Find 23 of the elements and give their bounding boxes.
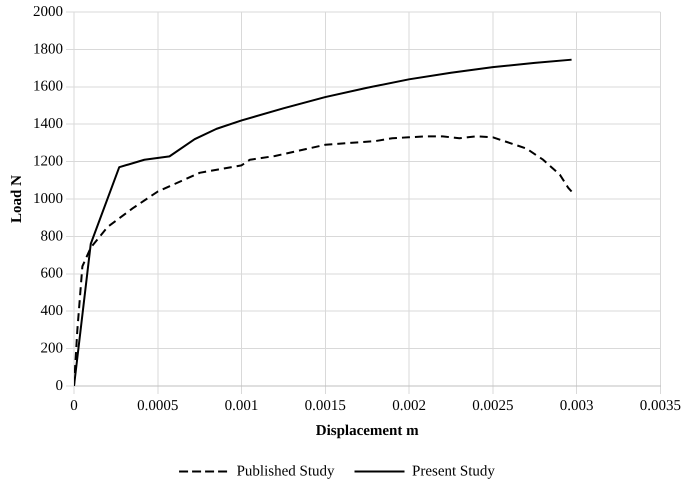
y-tick-label: 600 [40,266,63,282]
y-tick-label: 2000 [33,4,63,20]
legend-label: Present Study [412,463,496,480]
x-tick-label: 0.002 [392,398,426,414]
y-tick-label: 1400 [33,116,63,132]
y-tick-label: 200 [40,340,63,357]
y-tick-label: 0 [56,378,63,394]
y-tick-label: 1200 [33,154,63,170]
y-tick-label: 1600 [33,78,63,95]
y-tick-label: 400 [40,303,63,320]
y-axis-title: Load N [8,174,25,223]
x-tick-label: 0.003 [560,398,594,414]
x-tick-label: 0 [70,398,78,414]
x-tick-label: 0.0035 [640,398,681,414]
y-tick-label: 800 [40,228,63,244]
y-tick-label: 1000 [33,190,63,207]
x-tick-label: 0.001 [224,398,258,414]
x-axis-title: Displacement m [316,422,420,439]
x-tick-label: 0.0005 [137,398,178,414]
y-tick-label: 1800 [33,41,63,58]
x-tick-label: 0.0015 [304,398,346,414]
x-tick-label: 0.0025 [472,398,514,414]
legend-label: Published Study [236,463,336,480]
